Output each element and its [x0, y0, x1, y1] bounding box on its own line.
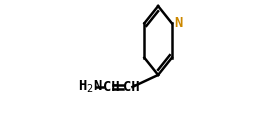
Text: CH: CH: [123, 80, 139, 94]
Text: H$_2$N: H$_2$N: [78, 79, 103, 95]
Text: CH: CH: [103, 80, 120, 94]
Text: N: N: [174, 16, 182, 30]
